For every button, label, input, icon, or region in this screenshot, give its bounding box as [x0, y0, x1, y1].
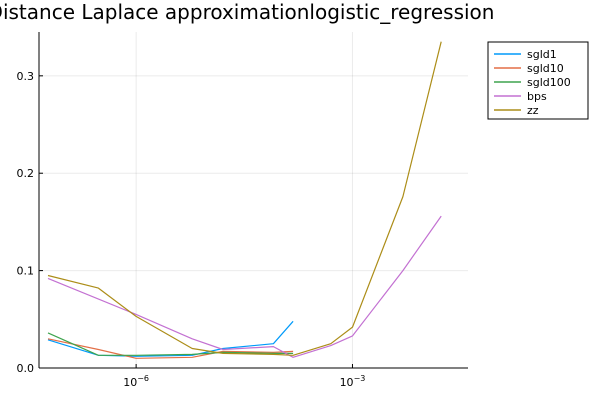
series-line-sgld100 — [47, 332, 294, 356]
y-tick-label: 0.0 — [17, 362, 35, 375]
legend-label-bps: bps — [527, 90, 547, 103]
series-line-sgld10 — [47, 338, 294, 359]
legend-label-sgld1: sgld1 — [527, 48, 557, 61]
y-tick-label: 0.3 — [17, 70, 35, 83]
y-tick-label: 0.2 — [17, 167, 35, 180]
series-line-bps — [47, 215, 442, 358]
series-lines — [47, 41, 442, 359]
x-tick-label: 10−6 — [123, 374, 149, 389]
axes — [38, 32, 468, 369]
x-tick-label: 10−3 — [340, 374, 366, 389]
tick-labels: 0.0 0.1 0.2 0.3 10−6 10−3 — [17, 70, 366, 389]
legend-label-sgld100: sgld100 — [527, 76, 571, 89]
chart-title: Distance Laplace approximationlogistic_r… — [0, 0, 494, 24]
legend-label-zz: zz — [527, 104, 539, 117]
legend-label-sgld10: sgld10 — [527, 62, 564, 75]
legend-box — [487, 41, 589, 120]
y-tick-label: 0.1 — [17, 265, 35, 278]
series-line-zz — [47, 41, 442, 356]
